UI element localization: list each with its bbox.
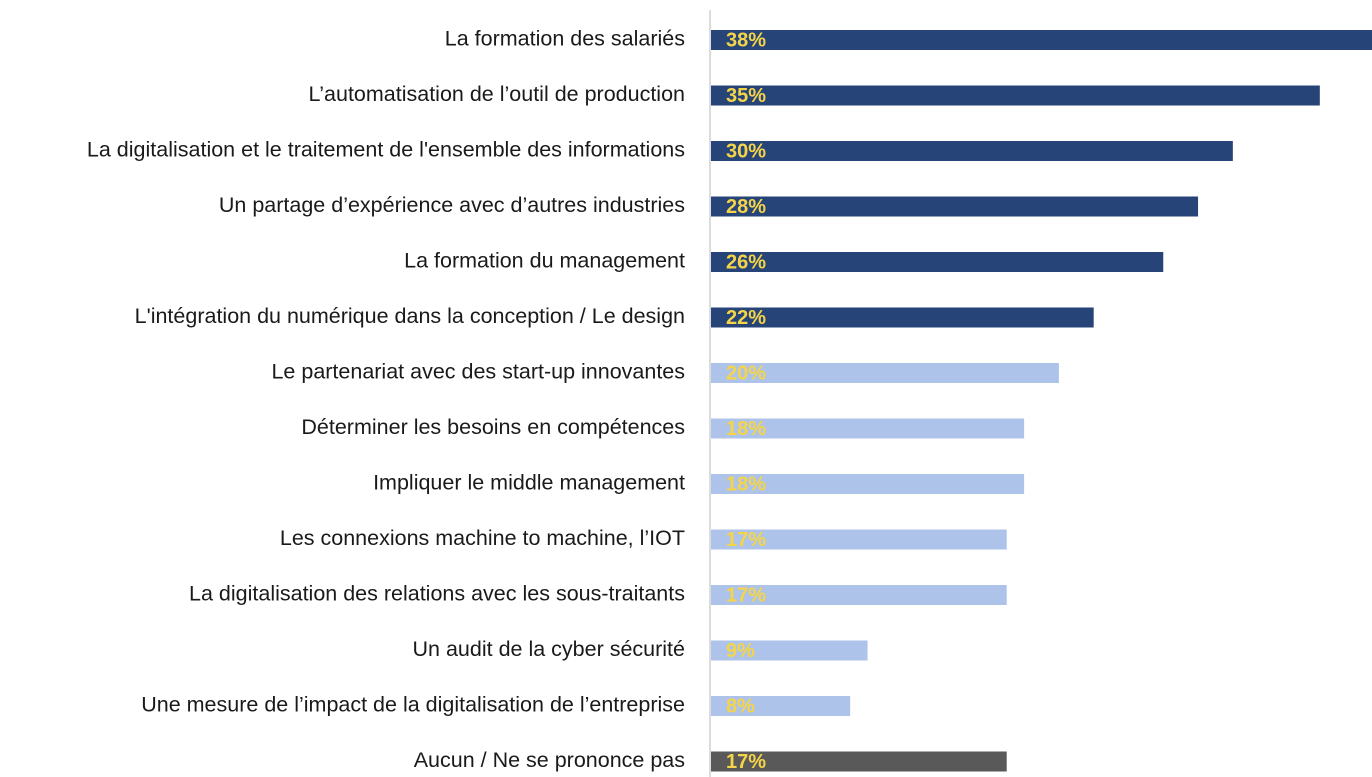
data-label: 35%: [726, 85, 766, 107]
category-label: L'intégration du numérique dans la conce…: [135, 304, 685, 328]
data-label: 30%: [726, 140, 766, 162]
category-label: La formation du management: [404, 249, 685, 273]
data-label: 17%: [726, 584, 766, 606]
data-label: 38%: [726, 29, 766, 51]
bar: [711, 196, 1199, 217]
category-label: La formation des salariés: [445, 27, 685, 51]
data-label: 20%: [726, 362, 766, 384]
bar: [711, 307, 1094, 328]
data-label: 17%: [726, 751, 766, 773]
data-label: 18%: [726, 418, 766, 440]
data-label: 18%: [726, 473, 766, 495]
category-label: Impliquer le middle management: [373, 471, 685, 495]
category-label: Les connexions machine to machine, l’IOT: [280, 526, 685, 550]
data-label: 8%: [726, 695, 755, 717]
category-label: Un audit de la cyber sécurité: [413, 637, 685, 661]
data-label: 22%: [726, 307, 766, 329]
bar: [711, 529, 1007, 550]
bar: [711, 585, 1007, 605]
category-label: La digitalisation des relations avec les…: [189, 582, 685, 606]
category-label: La digitalisation et le traitement de l'…: [87, 138, 685, 162]
category-label: Déterminer les besoins en compétences: [301, 415, 685, 439]
category-label: Le partenariat avec des start-up innovan…: [271, 360, 685, 384]
data-label: 17%: [726, 529, 766, 551]
bar: [711, 30, 1372, 50]
bar: [711, 640, 868, 661]
category-label: Une mesure de l’impact de la digitalisat…: [141, 693, 685, 717]
bar: [711, 418, 1025, 439]
bar: [711, 252, 1164, 272]
bar: [711, 363, 1059, 383]
data-label: 28%: [726, 196, 766, 218]
bar: [711, 751, 1007, 772]
bar: [711, 696, 851, 716]
bar: [711, 141, 1233, 161]
data-label: 26%: [726, 251, 766, 273]
bar: [711, 85, 1320, 106]
category-label: L’automatisation de l’outil de productio…: [308, 82, 685, 106]
category-label: Un partage d’expérience avec d’autres in…: [219, 193, 685, 217]
category-label: Aucun / Ne se prononce pas: [414, 748, 685, 772]
bar: [711, 474, 1025, 494]
data-label: 9%: [726, 640, 755, 662]
